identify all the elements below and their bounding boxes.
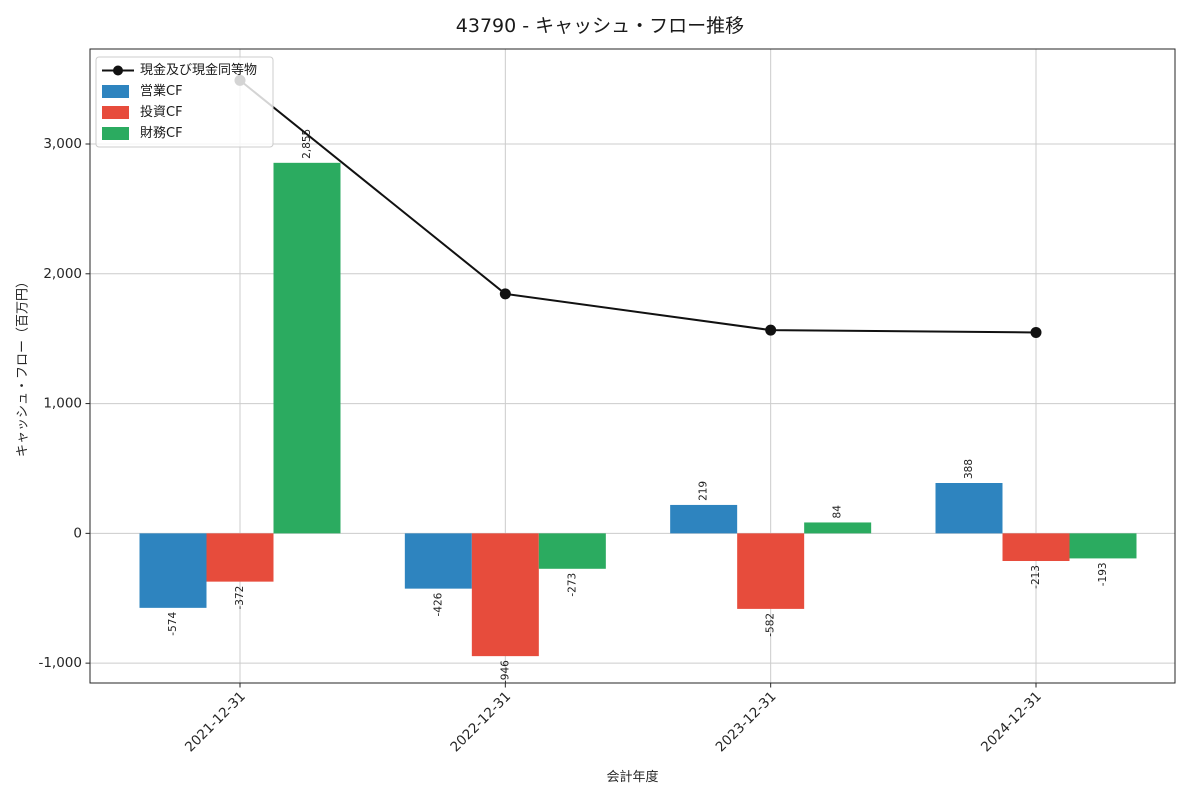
bar-value-label: -946 bbox=[499, 660, 511, 684]
x-tick-label: 2022-12-31 bbox=[447, 689, 514, 756]
legend-label: 投資CF bbox=[140, 104, 183, 120]
bar-value-label: 84 bbox=[832, 505, 844, 519]
page-title: 43790 - キャッシュ・フロー推移 bbox=[455, 15, 745, 37]
bar bbox=[670, 504, 738, 534]
bar-value-label: 388 bbox=[963, 459, 975, 479]
bar-value-label: -574 bbox=[167, 612, 179, 636]
bar bbox=[404, 533, 472, 589]
legend-label: 現金及び現金同等物 bbox=[140, 62, 257, 78]
y-tick-label: 1,000 bbox=[43, 396, 82, 412]
line-marker bbox=[499, 288, 511, 300]
legend-box bbox=[95, 56, 274, 148]
y-tick-label: 3,000 bbox=[43, 136, 82, 152]
legend-swatch bbox=[102, 127, 129, 140]
legend-swatch bbox=[102, 85, 129, 98]
x-axis-label: 会計年度 bbox=[606, 770, 659, 785]
y-tick-label: 0 bbox=[73, 525, 82, 541]
bar-value-label: 219 bbox=[698, 481, 710, 501]
bar-value-label: -372 bbox=[234, 586, 246, 610]
bar bbox=[273, 162, 341, 534]
axis-ticks: -1,000 0 1,000 2,000 3,000 2021-12-31 2022-12-… bbox=[38, 136, 1044, 755]
bar bbox=[1002, 533, 1070, 562]
x-tick-label: 2024-12-31 bbox=[978, 689, 1045, 756]
bar bbox=[471, 533, 539, 657]
bar bbox=[538, 533, 606, 569]
legend-label: 財務CF bbox=[140, 126, 183, 141]
y-tick-label: -1,000 bbox=[38, 655, 82, 671]
legend-swatch bbox=[102, 106, 129, 119]
bar bbox=[935, 483, 1003, 534]
legend-marker bbox=[113, 65, 123, 76]
bar bbox=[1069, 533, 1137, 559]
y-tick-label: 2,000 bbox=[43, 266, 82, 282]
bar bbox=[737, 533, 805, 609]
bar-value-label: -273 bbox=[566, 573, 578, 597]
bar-value-label: -193 bbox=[1097, 562, 1109, 586]
bar bbox=[139, 533, 207, 608]
bar-value-label: -213 bbox=[1030, 565, 1042, 589]
bar bbox=[206, 533, 274, 582]
legend-label: 営業CF bbox=[140, 83, 183, 99]
cash-line bbox=[239, 79, 1037, 334]
line-marker bbox=[1030, 326, 1042, 338]
x-tick-label: 2021-12-31 bbox=[182, 689, 249, 756]
x-tick-label: 2023-12-31 bbox=[713, 689, 780, 756]
cash-line-series bbox=[234, 74, 1042, 338]
bar-value-labels: -574-426219388-372-946-582-2132,855-2738… bbox=[167, 129, 1109, 684]
bars bbox=[139, 162, 1137, 657]
line-marker bbox=[765, 324, 777, 336]
bar bbox=[804, 522, 872, 534]
bar-value-label: -426 bbox=[432, 592, 444, 616]
bar-value-label: -582 bbox=[765, 613, 777, 637]
plot-border bbox=[89, 48, 1176, 684]
